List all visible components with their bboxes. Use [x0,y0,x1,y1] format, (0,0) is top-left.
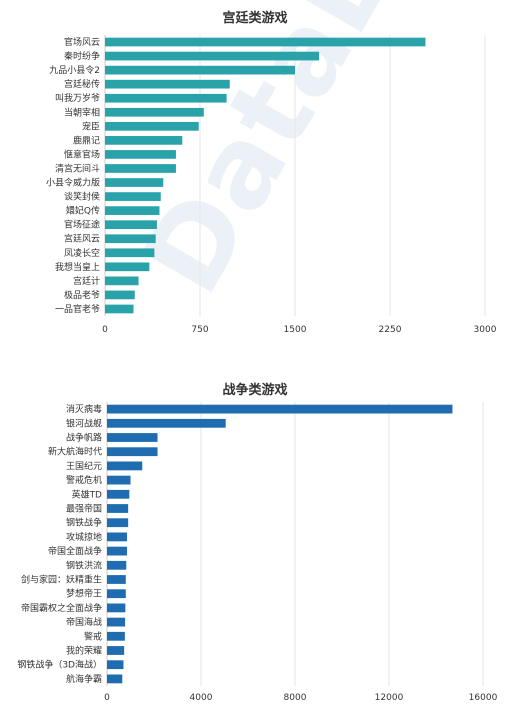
x-tick-label: 8000 [284,693,307,703]
bar [105,121,199,131]
x-tick-label: 1500 [284,325,307,335]
x-tick-label: 750 [191,325,208,335]
bar [105,220,157,230]
category-label: 帝国全面战争 [48,545,102,557]
category-label: 清宫无间斗 [55,162,100,174]
category-label: 凤凌长空 [64,247,100,259]
bar [107,617,126,627]
bar [105,192,161,201]
category-label: 我的荣耀 [66,645,102,657]
bar [107,603,126,613]
category-label: 钢铁战争（3D海战） [17,659,102,671]
bar [107,575,126,584]
bar [107,504,129,513]
war-games-chart: 战争类游戏 0 4000 8000 12000 16000 消灭病毒银河战舰战争帆路新大航海… [17,382,498,703]
category-label: 我想当皇上 [55,261,100,273]
category-label: 极品老爷 [64,289,100,301]
bar [107,433,158,442]
category-label: 钢铁战争 [66,517,102,529]
category-label: 警戒 [84,630,102,642]
bar [107,518,129,528]
category-label: 帝国霸权之全面战争 [21,602,102,614]
bar [105,290,135,300]
bar [105,276,139,286]
bar [107,589,126,599]
category-label: 一品官老爷 [55,303,100,315]
bar [105,107,204,117]
x-tick-label: 2250 [379,325,402,335]
bar [105,37,426,47]
bar [105,206,160,215]
x-tick-label: 3000 [474,325,497,335]
category-label: 帝国海战 [66,616,102,628]
bar [105,304,134,314]
category-label: 小县令威力版 [46,177,100,189]
bar [107,489,130,499]
category-label: 当朝宰相 [64,106,100,118]
x-tick-label: 12000 [375,693,404,703]
category-label: 嬛妃Q传 [66,205,100,217]
category-label: 新大航海时代 [48,446,102,458]
category-label: 秦时纷争 [64,50,100,62]
category-label: 王国纪元 [66,460,102,472]
bar [105,248,155,258]
x-tick-label: 16000 [469,693,498,703]
bar [107,631,125,641]
bar [107,475,131,485]
bar [105,93,227,103]
bar [107,546,127,556]
bar [105,79,230,89]
category-label: 宫廷计 [73,275,100,287]
category-label: 梦想帝王 [66,588,102,600]
category-label: 战争帆路 [66,432,102,444]
bar [105,150,176,159]
category-label: 宠臣 [82,120,100,132]
bar [107,404,453,414]
chart-title: 战争类游戏 [222,382,287,398]
category-label: 谈笑封侯 [64,191,100,203]
category-label: 鹿鼎记 [73,134,100,146]
category-label: 宫廷秘传 [64,78,100,90]
x-tick-label: 4000 [190,693,213,703]
category-label: 最强帝国 [66,503,102,515]
category-label: 航海争霸 [66,673,102,685]
bar [107,660,124,670]
category-label: 消灭病毒 [66,403,102,415]
bar [107,646,125,655]
category-label: 叫我万岁爷 [55,92,100,104]
category-label: 英雄TD [72,488,102,500]
category-label: 警戒危机 [66,474,102,486]
bar [105,178,164,187]
category-label: 惬意官场 [64,148,100,160]
category-label: 九品小县令2 [49,64,100,76]
category-label: 攻城掠地 [66,531,102,543]
bar [107,461,143,471]
category-label: 宫廷风云 [64,233,100,245]
bar [105,164,176,173]
bar [105,65,295,75]
bar [105,262,150,272]
bar [107,674,123,684]
category-label: 银河战舰 [66,417,102,429]
bar [105,234,156,244]
bar [105,51,320,61]
category-label: 剑与家园：妖精重生 [21,574,102,586]
category-label: 钢铁洪流 [66,559,102,571]
category-label: 官场征途 [64,219,100,231]
bar [105,136,183,145]
bar [107,418,226,428]
x-tick-label: 0 [102,325,108,335]
x-tick-label: 0 [104,693,110,703]
bar [107,532,127,542]
bar [107,560,127,570]
category-label: 官场风云 [64,36,100,48]
chart-title: 宫廷类游戏 [222,10,287,26]
bar [107,447,158,457]
